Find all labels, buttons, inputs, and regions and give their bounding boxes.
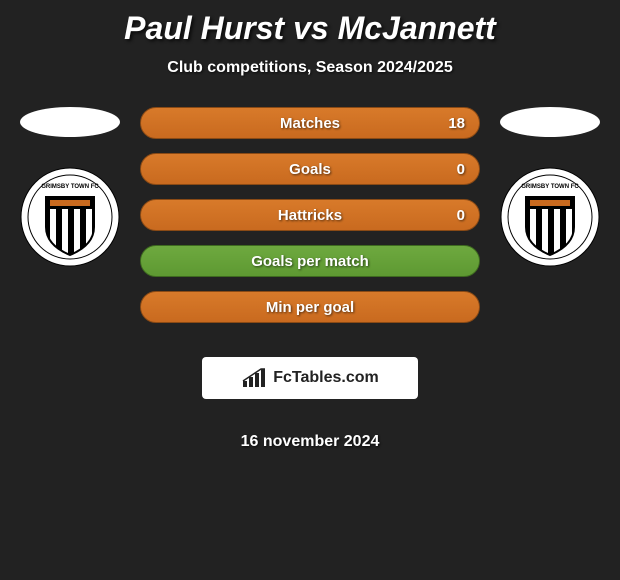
stat-right-value: 0	[457, 161, 465, 178]
left-club-logo: GRIMSBY TOWN FC	[20, 167, 120, 272]
right-column: GRIMSBY TOWN FC	[500, 107, 600, 272]
stat-label: Min per goal	[266, 299, 354, 316]
left-avatar-silhouette	[20, 107, 120, 137]
stat-right-value: 0	[457, 207, 465, 224]
stat-label: Matches	[280, 115, 340, 132]
brand-box: FcTables.com	[202, 357, 418, 399]
stat-bar-hattricks: Hattricks 0	[140, 199, 480, 231]
stat-label: Goals	[289, 161, 331, 178]
content-row: GRIMSBY TOWN FC Matches 18 Goals 0 Hattr…	[0, 107, 620, 451]
right-club-logo: GRIMSBY TOWN FC	[500, 167, 600, 272]
stat-bar-goals-per-match: Goals per match	[140, 245, 480, 277]
stats-column: Matches 18 Goals 0 Hattricks 0 Goals per…	[140, 107, 480, 451]
stat-bar-matches: Matches 18	[140, 107, 480, 139]
stat-bar-goals: Goals 0	[140, 153, 480, 185]
svg-text:GRIMSBY TOWN FC: GRIMSBY TOWN FC	[41, 184, 99, 190]
stat-label: Hattricks	[278, 207, 342, 224]
left-column: GRIMSBY TOWN FC	[20, 107, 120, 272]
brand-chart-icon	[241, 367, 267, 389]
subtitle: Club competitions, Season 2024/2025	[0, 59, 620, 77]
svg-text:GRIMSBY TOWN FC: GRIMSBY TOWN FC	[521, 184, 579, 190]
stat-bar-min-per-goal: Min per goal	[140, 291, 480, 323]
date-line: 16 november 2024	[140, 433, 480, 451]
page-title: Paul Hurst vs McJannett	[0, 0, 620, 47]
right-avatar-silhouette	[500, 107, 600, 137]
stat-right-value: 18	[448, 115, 465, 132]
stat-label: Goals per match	[251, 253, 369, 270]
brand-text: FcTables.com	[273, 369, 379, 387]
